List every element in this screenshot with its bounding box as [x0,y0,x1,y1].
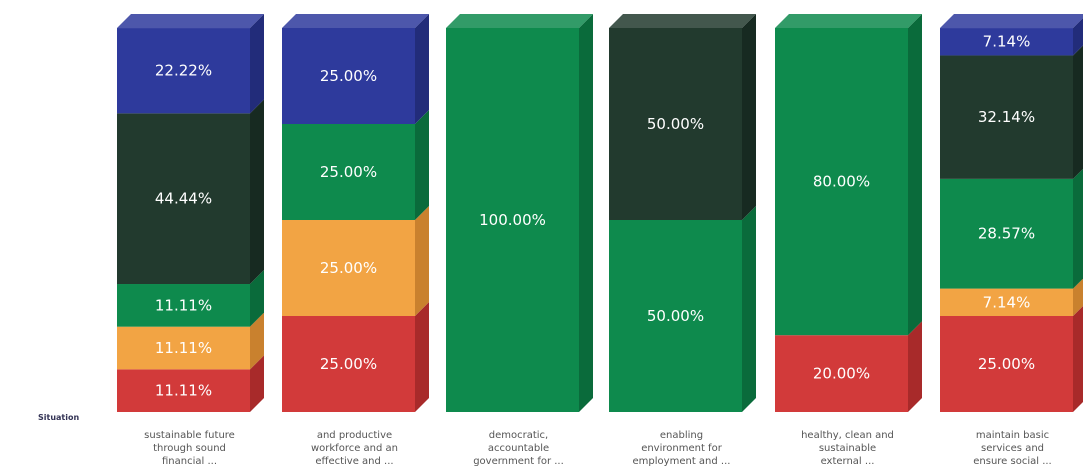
category-label-2-1: accountable [488,443,549,454]
bar-segment-5-0 [940,316,1073,412]
bar-side-5-4 [1073,18,1083,56]
data-label-1-1: 25.00% [320,259,377,277]
category-label-1-1: workforce and an [311,443,398,454]
bar-side-5-0 [1073,306,1083,412]
bar-side-4-0 [908,321,922,412]
data-label-0-0: 11.11% [155,382,212,400]
bar-top-0 [117,14,264,29]
bar-segment-0-4 [117,28,250,114]
bar-side-0-0 [250,355,264,412]
category-label-0-2: financial ... [162,456,217,467]
bar-top-4 [775,14,922,28]
data-label-5-2: 28.57% [978,225,1035,243]
bar-segment-5-1 [940,288,1073,316]
data-label-1-0: 25.00% [320,355,377,373]
bar-segment-1-1 [282,220,415,316]
bar-side-3-3 [742,14,756,220]
category-label-1-2: effective and ... [315,456,393,467]
bar-side-0-2 [250,270,264,327]
bar-segment-5-2 [940,178,1073,289]
data-label-4-2: 80.00% [813,173,870,191]
bar-segment-3-3 [609,28,742,220]
bar-top-3 [609,14,756,28]
data-label-1-2: 25.00% [320,163,377,181]
data-label-0-4: 22.22% [155,62,212,80]
category-label-3-0: enabling [660,430,703,441]
bar-segment-0-0 [117,369,250,412]
category-label-0-1: through sound [153,443,226,454]
bar-side-5-2 [1073,168,1083,289]
data-label-3-3: 50.00% [647,115,704,133]
data-label-0-2: 11.11% [155,296,212,314]
category-label-4-2: external ... [821,456,875,467]
data-label-4-0: 20.00% [813,365,870,383]
bar-segment-2-2 [446,28,579,412]
category-label-5-2: ensure social ... [973,456,1052,467]
category-label-3-1: environment for [641,443,723,454]
bar-top-2 [446,14,593,28]
bar-side-1-0 [415,302,429,412]
bar-side-0-4 [250,14,264,114]
bar-side-4-2 [908,14,922,336]
bar-segment-3-2 [609,220,742,412]
category-label-4-0: healthy, clean and [801,430,894,441]
category-label-3-2: employment and ... [633,456,731,467]
category-label-4-1: sustainable [819,443,876,454]
bar-side-3-2 [742,206,756,412]
bar-side-5-1 [1073,278,1083,316]
category-label-5-1: services and [981,443,1044,454]
bar-segment-1-0 [282,316,415,412]
bar-side-1-4 [415,14,429,124]
data-label-5-4: 7.14% [983,33,1031,51]
bar-segment-0-3 [117,113,250,285]
bar-side-0-3 [250,99,264,285]
bar-side-1-1 [415,206,429,316]
bar-segment-0-2 [117,284,250,327]
category-label-1-0: and productive [317,430,392,441]
category-label-5-0: maintain basic [976,430,1049,441]
category-label-2-0: democratic, [489,430,548,441]
bar-segment-1-4 [282,28,415,124]
data-label-3-2: 50.00% [647,307,704,325]
data-label-1-4: 25.00% [320,67,377,85]
y-axis-label: Situation [38,413,79,422]
data-label-5-0: 25.00% [978,355,1035,373]
data-label-5-1: 7.14% [983,293,1031,311]
bar-segment-4-0 [775,335,908,412]
bar-side-0-1 [250,312,264,370]
data-label-0-1: 11.11% [155,339,212,357]
bar-segment-5-3 [940,55,1073,179]
bar-top-1 [282,14,429,28]
bar-segment-1-2 [282,124,415,220]
bar-segment-0-1 [117,326,250,370]
bar-side-1-2 [415,110,429,220]
bar-side-2-2 [579,14,593,412]
bar-segment-4-2 [775,28,908,336]
category-label-0-0: sustainable future [144,430,235,441]
bar-side-5-3 [1073,45,1083,179]
bar-top-5 [940,14,1083,29]
bar-segment-5-4 [940,28,1073,56]
data-label-0-3: 44.44% [155,190,212,208]
data-label-5-3: 32.14% [978,108,1035,126]
category-label-2-2: government for ... [473,456,564,467]
data-label-2-2: 100.00% [479,211,546,229]
